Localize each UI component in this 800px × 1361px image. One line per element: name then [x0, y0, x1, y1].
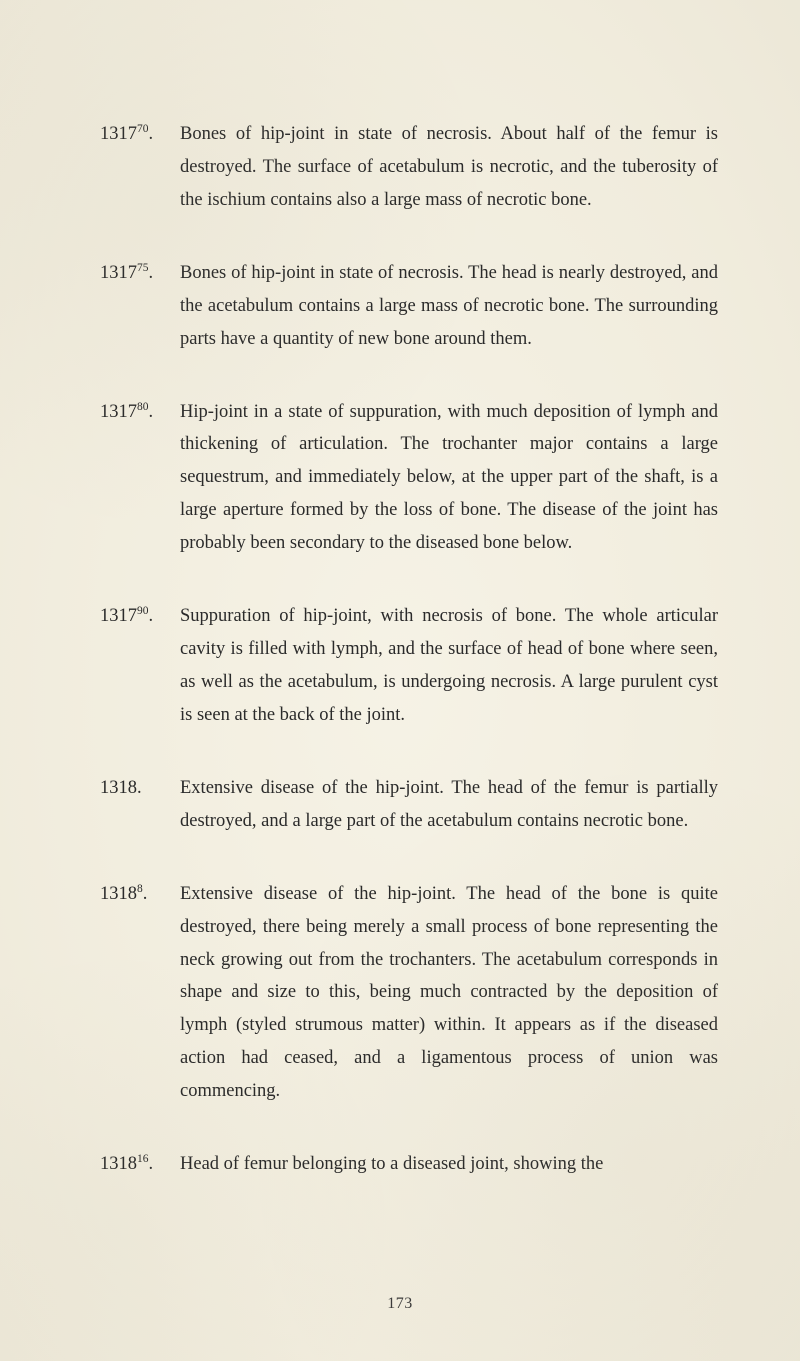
- ref-suffix: .: [148, 402, 153, 422]
- ref-suffix: .: [148, 1154, 153, 1174]
- ref-suffix: .: [143, 884, 148, 904]
- entry-ref: 13188.: [100, 878, 180, 1108]
- ref-base: 1318.: [100, 778, 142, 798]
- ref-base: 1317: [100, 263, 137, 283]
- entry-text: Extensive disease of the hip-joint. The …: [180, 772, 718, 838]
- entry-ref: 131816.: [100, 1148, 180, 1181]
- ref-base: 1318: [100, 884, 137, 904]
- entry: 131790. Suppuration of hip-joint, with n…: [100, 600, 718, 732]
- entry: 131780. Hip-joint in a state of suppurat…: [100, 396, 718, 561]
- entry-text: Suppuration of hip-joint, with necrosis …: [180, 600, 718, 732]
- entry-text: Hip-joint in a state of suppuration, wit…: [180, 396, 718, 561]
- ref-base: 1318: [100, 1154, 137, 1174]
- entry: 13188. Extensive disease of the hip-join…: [100, 878, 718, 1108]
- entry: 131816. Head of femur belonging to a dis…: [100, 1148, 718, 1181]
- page-number: 173: [0, 1295, 800, 1313]
- ref-base: 1317: [100, 124, 137, 144]
- entry-ref: 131780.: [100, 396, 180, 561]
- ref-sup: 80: [137, 400, 148, 412]
- entry-text: Bones of hip-joint in state of necrosis.…: [180, 257, 718, 356]
- entry: 1318. Extensive disease of the hip-joint…: [100, 772, 718, 838]
- entry-text: Extensive disease of the hip-joint. The …: [180, 878, 718, 1108]
- catalogue-entries: 131770. Bones of hip-joint in state of n…: [100, 118, 718, 1181]
- ref-sup: 90: [137, 605, 148, 617]
- ref-base: 1317: [100, 402, 137, 422]
- entry-ref: 131770.: [100, 118, 180, 217]
- ref-suffix: .: [148, 124, 153, 144]
- ref-sup: 16: [137, 1153, 148, 1165]
- entry: 131775. Bones of hip-joint in state of n…: [100, 257, 718, 356]
- entry-text: Bones of hip-joint in state of necrosis.…: [180, 118, 718, 217]
- ref-suffix: .: [148, 606, 153, 626]
- entry-ref: 131790.: [100, 600, 180, 732]
- entry: 131770. Bones of hip-joint in state of n…: [100, 118, 718, 217]
- ref-sup: 75: [137, 262, 148, 274]
- ref-sup: 70: [137, 123, 148, 135]
- entry-ref: 131775.: [100, 257, 180, 356]
- ref-base: 1317: [100, 606, 137, 626]
- entry-ref: 1318.: [100, 772, 180, 838]
- ref-suffix: .: [148, 263, 153, 283]
- entry-text: Head of femur belonging to a diseased jo…: [180, 1148, 718, 1181]
